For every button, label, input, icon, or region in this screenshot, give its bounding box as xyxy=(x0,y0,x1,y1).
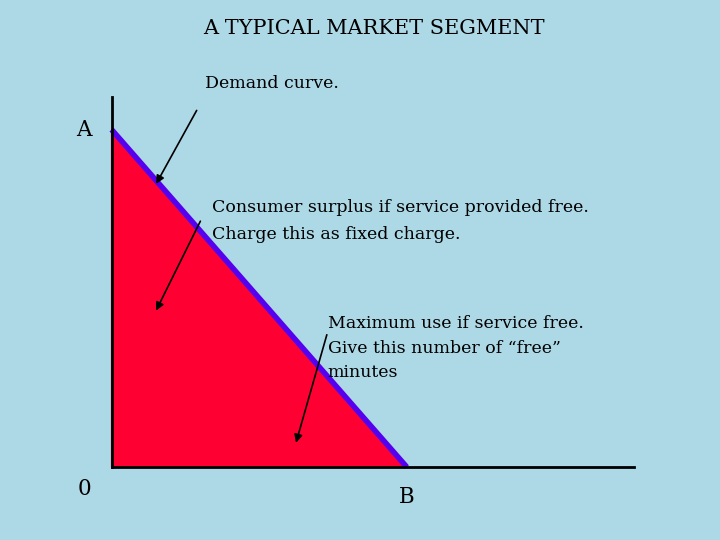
Text: Give this number of “free”: Give this number of “free” xyxy=(328,340,560,357)
Text: 0: 0 xyxy=(78,478,91,500)
Text: Maximum use if service free.: Maximum use if service free. xyxy=(328,315,583,333)
Text: A TYPICAL MARKET SEGMENT: A TYPICAL MARKET SEGMENT xyxy=(204,19,545,38)
Text: B: B xyxy=(399,486,415,508)
Text: minutes: minutes xyxy=(328,364,398,381)
Text: A: A xyxy=(76,119,92,140)
Polygon shape xyxy=(112,130,407,467)
Text: Demand curve.: Demand curve. xyxy=(205,75,339,92)
Text: Consumer surplus if service provided free.: Consumer surplus if service provided fre… xyxy=(212,199,589,217)
Text: Charge this as fixed charge.: Charge this as fixed charge. xyxy=(212,226,461,244)
